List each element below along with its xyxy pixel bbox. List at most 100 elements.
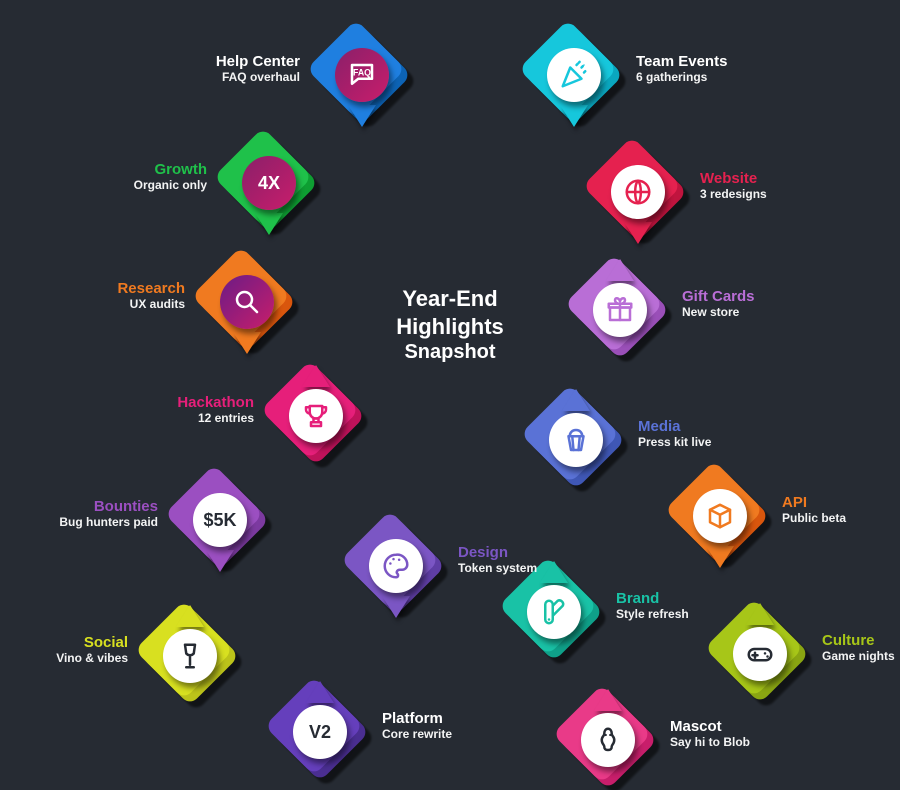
node-subtitle: New store <box>682 305 755 319</box>
flag: $5K <box>165 465 275 575</box>
node-title: Culture <box>822 632 895 649</box>
pointer-down <box>706 546 734 568</box>
flag <box>665 461 775 571</box>
badge-text: $5K <box>193 493 247 547</box>
pointer-up <box>606 259 634 281</box>
badge-faq-icon: FAQ <box>335 48 389 102</box>
pointer-up <box>302 365 330 387</box>
node-title: Mascot <box>670 718 750 735</box>
node-labels: GrowthOrganic only <box>39 161 207 192</box>
flag: 4X <box>214 128 324 238</box>
node-labels: Website3 redesigns <box>700 170 767 201</box>
badge-gamepad-icon <box>733 627 787 681</box>
node-subtitle: Token system <box>458 561 537 575</box>
badge-swatch-icon <box>527 585 581 639</box>
node-title: Brand <box>616 590 689 607</box>
node-labels: ResearchUX audits <box>17 280 185 311</box>
pointer-down <box>206 550 234 572</box>
gift-icon <box>605 295 635 325</box>
badge-cube-icon <box>693 489 747 543</box>
node-subtitle: Public beta <box>782 511 846 525</box>
svg-text:FAQ: FAQ <box>353 68 371 78</box>
blob-icon <box>593 725 623 755</box>
node-labels: Team Events6 gatherings <box>636 53 727 84</box>
badge-trophy-icon <box>289 389 343 443</box>
badge-text: V2 <box>293 705 347 759</box>
node-title: Hackathon <box>86 394 254 411</box>
node-subtitle: 12 entries <box>86 411 254 425</box>
node-subtitle: Bug hunters paid <box>0 515 158 529</box>
flag <box>261 361 371 471</box>
pointer-down <box>624 222 652 244</box>
gamepad-icon <box>745 639 775 669</box>
pointer-up <box>176 605 204 627</box>
badge-text-value: 4X <box>258 173 280 194</box>
node-title: Bounties <box>0 498 158 515</box>
node-subtitle: Core rewrite <box>382 727 452 741</box>
node-subtitle: Vino & vibes <box>0 651 128 665</box>
pointer-down <box>382 596 410 618</box>
badge-text: 4X <box>242 156 296 210</box>
badge-popcorn-icon <box>549 413 603 467</box>
node-subtitle: 3 redesigns <box>700 187 767 201</box>
flag <box>553 685 663 790</box>
node-title: Gift Cards <box>682 288 755 305</box>
node-labels: SocialVino & vibes <box>0 634 128 665</box>
node-title: API <box>782 494 846 511</box>
node-title: Media <box>638 418 711 435</box>
node-subtitle: 6 gatherings <box>636 70 727 84</box>
infographic-stage: Year-EndHighlightsSnapshot FAQ Help Center… <box>0 0 900 790</box>
wine-icon <box>175 641 205 671</box>
search-icon <box>232 287 262 317</box>
node-subtitle: Game nights <box>822 649 895 663</box>
badge-palette-icon <box>369 539 423 593</box>
flag: V2 <box>265 677 375 787</box>
node-subtitle: Press kit live <box>638 435 711 449</box>
flag: FAQ <box>307 20 417 130</box>
pointer-up <box>306 681 334 703</box>
pointer-up <box>562 389 590 411</box>
center-line-2: Highlights <box>360 313 540 341</box>
node-title: Website <box>700 170 767 187</box>
flag <box>705 599 815 709</box>
node-labels: Hackathon12 entries <box>86 394 254 425</box>
pointer-down <box>348 105 376 127</box>
pointer-down <box>560 105 588 127</box>
node-subtitle: Organic only <box>39 178 207 192</box>
popcorn-icon <box>561 425 591 455</box>
node-labels: DesignToken system <box>458 544 537 575</box>
flag <box>519 20 629 130</box>
palette-icon <box>381 551 411 581</box>
flag <box>135 601 245 711</box>
node-subtitle: UX audits <box>17 297 185 311</box>
node-title: Design <box>458 544 537 561</box>
pointer-down <box>233 332 261 354</box>
node-labels: APIPublic beta <box>782 494 846 525</box>
cube-icon <box>705 501 735 531</box>
swatch-icon <box>539 597 569 627</box>
node-labels: BountiesBug hunters paid <box>0 498 158 529</box>
flag <box>521 385 631 495</box>
badge-blob-icon <box>581 713 635 767</box>
node-title: Help Center <box>132 53 300 70</box>
pointer-up <box>540 561 568 583</box>
badge-gift-icon <box>593 283 647 337</box>
trophy-icon <box>301 401 331 431</box>
badge-confetti-icon <box>547 48 601 102</box>
node-labels: MascotSay hi to Blob <box>670 718 750 749</box>
node-subtitle: Style refresh <box>616 607 689 621</box>
node-title: Research <box>17 280 185 297</box>
center-line-1: Year-End <box>360 285 540 313</box>
node-labels: Gift CardsNew store <box>682 288 755 319</box>
node-labels: MediaPress kit live <box>638 418 711 449</box>
badge-text-value: V2 <box>309 722 331 743</box>
node-labels: PlatformCore rewrite <box>382 710 452 741</box>
node-subtitle: FAQ overhaul <box>132 70 300 84</box>
badge-text-value: $5K <box>203 510 236 531</box>
center-title: Year-EndHighlightsSnapshot <box>360 285 540 365</box>
flag <box>192 247 302 357</box>
node-labels: BrandStyle refresh <box>616 590 689 621</box>
badge-globe-icon <box>611 165 665 219</box>
node-title: Social <box>0 634 128 651</box>
badge-search-icon <box>220 275 274 329</box>
